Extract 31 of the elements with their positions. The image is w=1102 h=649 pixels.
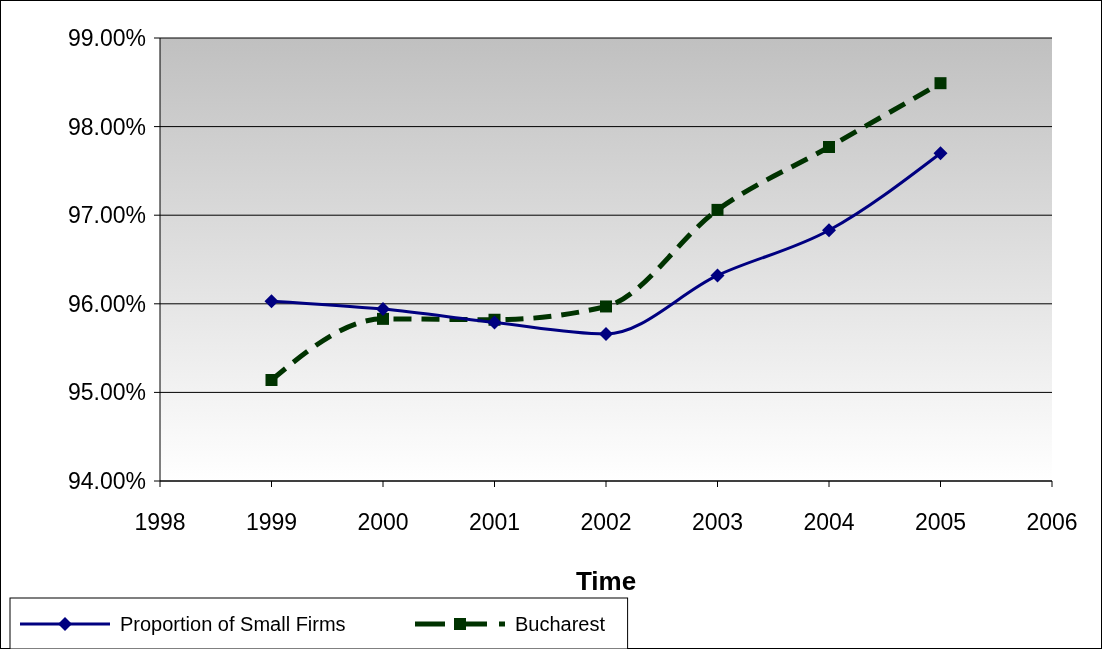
x-tick-label: 2004: [803, 509, 855, 535]
y-tick-label: 98.00%: [67, 113, 146, 140]
y-tick-label: 95.00%: [67, 379, 146, 406]
point: [599, 326, 613, 341]
x-tick-label: 1999: [245, 509, 298, 535]
point: [377, 312, 389, 325]
x-tick-label: 2005: [914, 509, 967, 535]
point: [600, 300, 612, 313]
point: [376, 302, 390, 317]
legend-label: Proportion of Small Firms: [120, 613, 346, 635]
x-tick-label: 2006: [1026, 509, 1078, 535]
x-tick-label: 1998: [134, 509, 186, 535]
point: [711, 203, 724, 216]
y-tick-label: 99.00%: [67, 25, 146, 51]
point: [265, 374, 278, 386]
x-tick-label: 2001: [468, 509, 521, 535]
legend-label: Bucharest: [515, 613, 606, 635]
point: [487, 315, 502, 330]
point: [934, 77, 947, 90]
x-tick-label: 2002: [580, 509, 632, 535]
x-tick-label: 2000: [357, 509, 409, 535]
point: [264, 294, 279, 309]
y-tick-label: 97.00%: [67, 202, 146, 229]
x-axis-title: Time: [575, 566, 637, 596]
point: [822, 223, 836, 238]
x-tick-label: 2003: [691, 509, 744, 535]
point: [710, 268, 725, 283]
point: [823, 140, 835, 153]
point: [933, 146, 948, 161]
y-tick-label: 96.00%: [67, 290, 146, 317]
y-tick-label: 94.00%: [67, 468, 146, 494]
